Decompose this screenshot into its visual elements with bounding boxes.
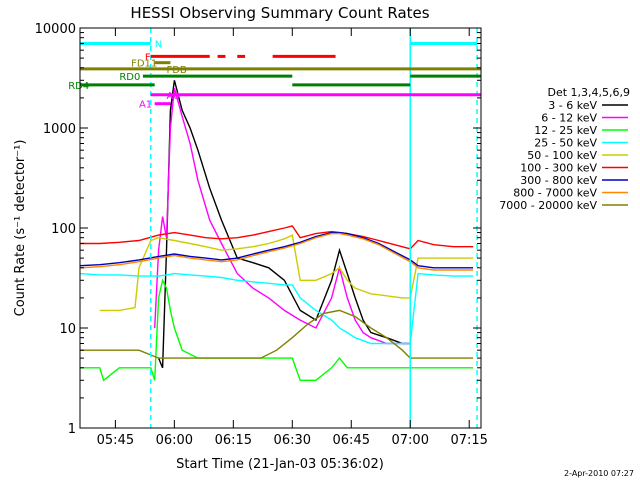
flag-label-rd4: RD4 bbox=[68, 81, 89, 92]
series-line-0 bbox=[157, 80, 411, 369]
legend-label-6: 300 - 800 keV bbox=[520, 174, 597, 187]
legend-label-4: 50 - 100 keV bbox=[527, 149, 597, 162]
legend-label-3: 25 - 50 keV bbox=[534, 137, 597, 150]
x-tick-label-0: 05:45 bbox=[97, 433, 134, 448]
legend-label-0: 3 - 6 keV bbox=[548, 99, 597, 112]
legend-title: Det 1,3,4,5,6,9 bbox=[547, 86, 630, 99]
series-layer bbox=[80, 80, 474, 382]
y-tick-label-0: 1 bbox=[68, 422, 76, 437]
series-line-3 bbox=[80, 272, 474, 345]
y-tick-label-4: 10000 bbox=[35, 22, 76, 37]
x-tick-label-1: 06:00 bbox=[156, 433, 193, 448]
flag-label-a0: A0 bbox=[166, 91, 179, 102]
x-axis-label: Start Time (21-Jan-03 05:36:02) bbox=[176, 457, 384, 472]
series-line-4 bbox=[99, 234, 474, 312]
series-line-2 bbox=[80, 278, 474, 382]
footer-timestamp: 2-Apr-2010 07:27 bbox=[564, 469, 634, 478]
x-tick-label-5: 07:00 bbox=[392, 433, 429, 448]
legend-label-8: 7000 - 20000 keV bbox=[499, 199, 597, 212]
flag-label-fdb: FDB bbox=[166, 65, 186, 76]
legend-label-5: 100 - 300 keV bbox=[520, 162, 597, 175]
legend-label-7: 800 - 7000 keV bbox=[513, 187, 597, 200]
y-tick-label-1: 10 bbox=[59, 322, 76, 337]
legend-label-1: 6 - 12 keV bbox=[541, 112, 597, 125]
series-line-8 bbox=[80, 309, 474, 359]
x-tick-label-6: 07:15 bbox=[450, 433, 487, 448]
x-tick-label-3: 06:30 bbox=[274, 433, 311, 448]
y-axis-label: Count Rate (s⁻¹ detector⁻¹) bbox=[13, 140, 28, 317]
series-line-1 bbox=[154, 88, 411, 345]
y-tick-label-3: 1000 bbox=[43, 122, 76, 137]
flag-label-f: F bbox=[145, 52, 151, 63]
series-line-6 bbox=[80, 231, 474, 269]
flag-label-fd11: FD11 bbox=[131, 59, 157, 70]
x-tick-label-4: 06:45 bbox=[333, 433, 370, 448]
chart-title: HESSI Observing Summary Count Rates bbox=[130, 4, 429, 22]
flag-label-n: N bbox=[155, 39, 162, 50]
series-line-5 bbox=[80, 225, 474, 250]
series-line-7 bbox=[80, 232, 474, 271]
flag-label-a1: A1 bbox=[139, 100, 152, 111]
axes: 05:45 06:00 06:15 06:30 06:45 07:00 07:15 1 10 10… bbox=[35, 22, 488, 448]
flag-label-rd0: RD0 bbox=[119, 72, 140, 83]
y-tick-label-2: 100 bbox=[51, 222, 76, 237]
legend-label-2: 12 - 25 keV bbox=[534, 124, 597, 137]
x-tick-label-2: 06:15 bbox=[215, 433, 252, 448]
